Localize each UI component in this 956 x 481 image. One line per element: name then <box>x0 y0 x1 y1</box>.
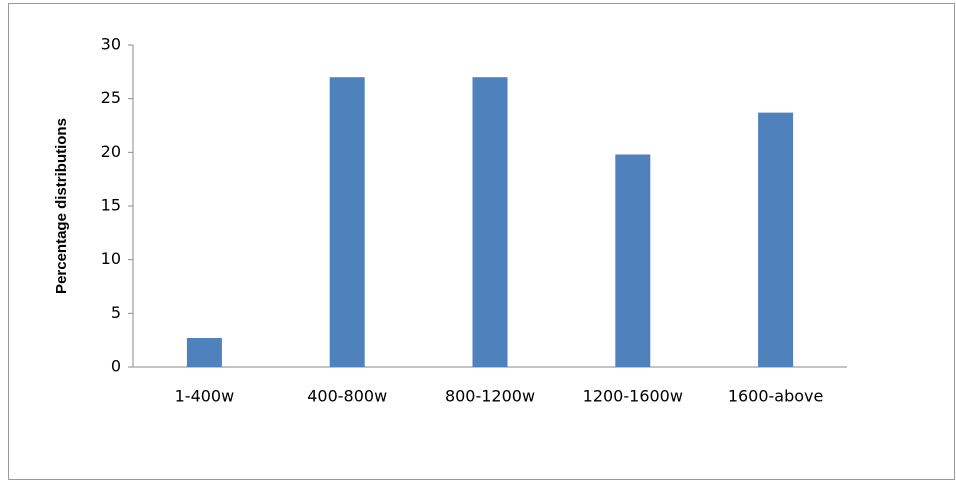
y-tick-label: 5 <box>111 303 121 322</box>
y-tick-label: 30 <box>101 35 121 54</box>
chart-frame <box>8 3 955 480</box>
bar <box>186 338 222 367</box>
x-tick-label: 400-800w <box>307 387 387 406</box>
y-tick-label: 15 <box>101 196 121 215</box>
y-axis-label: Percentage distributions <box>53 118 70 294</box>
bar <box>472 77 508 367</box>
bar <box>615 154 651 367</box>
bar <box>329 77 365 367</box>
y-tick-label: 25 <box>101 88 121 107</box>
y-tick-label: 20 <box>101 142 121 161</box>
y-tick-label: 0 <box>111 357 121 376</box>
bar <box>758 112 794 368</box>
y-tick-label: 10 <box>101 249 121 268</box>
x-tick-label: 1200-1600w <box>583 387 683 406</box>
x-tick-label: 1-400w <box>175 387 235 406</box>
x-tick-label: 800-1200w <box>445 387 535 406</box>
x-tick-label: 1600-above <box>728 387 824 406</box>
